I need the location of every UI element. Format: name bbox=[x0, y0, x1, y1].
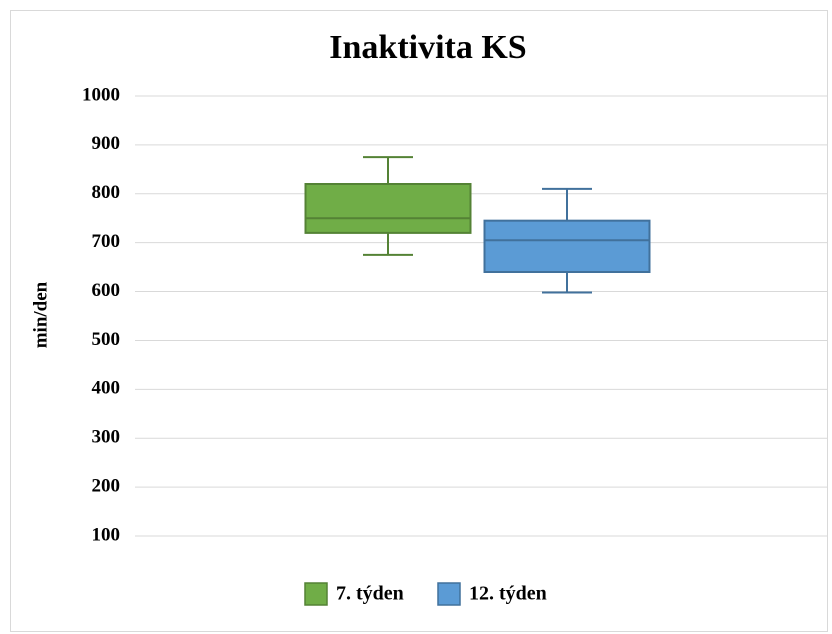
y-tick-label: 600 bbox=[92, 280, 121, 301]
y-tick-label: 800 bbox=[92, 182, 121, 203]
legend-swatch bbox=[437, 582, 461, 606]
y-tick-label: 700 bbox=[92, 231, 121, 252]
legend-label: 12. týden bbox=[469, 583, 547, 605]
y-tick-label: 300 bbox=[92, 427, 121, 448]
y-axis-label: min/den bbox=[30, 281, 51, 348]
y-tick-label: 1000 bbox=[82, 84, 120, 105]
y-tick-label: 900 bbox=[92, 133, 121, 154]
y-tick-label: 100 bbox=[92, 524, 121, 545]
y-tick-label: 200 bbox=[92, 475, 121, 496]
legend-swatch bbox=[304, 582, 328, 606]
box bbox=[483, 219, 651, 274]
chart-title: Inaktivita KS bbox=[329, 29, 526, 66]
y-tick-label: 400 bbox=[92, 378, 121, 399]
legend-label: 7. týden bbox=[336, 583, 404, 605]
y-tick-label: 500 bbox=[92, 329, 121, 350]
box bbox=[304, 183, 472, 234]
chart-border bbox=[10, 10, 828, 632]
